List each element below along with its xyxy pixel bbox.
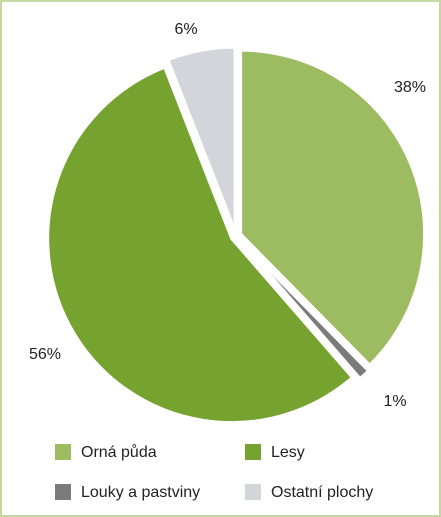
legend-label: Louky a pastviny — [81, 484, 200, 501]
data-label: 38% — [394, 79, 426, 96]
pie-slice — [46, 65, 355, 425]
legend-label: Orná půda — [81, 443, 157, 461]
legend-label: Ostatní plochy — [271, 484, 373, 501]
legend-label: Lesy — [271, 444, 305, 461]
legend-swatch — [245, 484, 261, 500]
legend-swatch — [245, 444, 261, 460]
data-label: 56% — [29, 346, 61, 363]
legend-swatch — [55, 444, 71, 460]
data-label: 6% — [174, 21, 197, 38]
data-label: 1% — [383, 393, 406, 410]
pie-slice — [166, 45, 237, 232]
legend-swatch — [55, 484, 71, 500]
pie-slice — [238, 238, 371, 381]
pie-slice — [239, 48, 427, 368]
